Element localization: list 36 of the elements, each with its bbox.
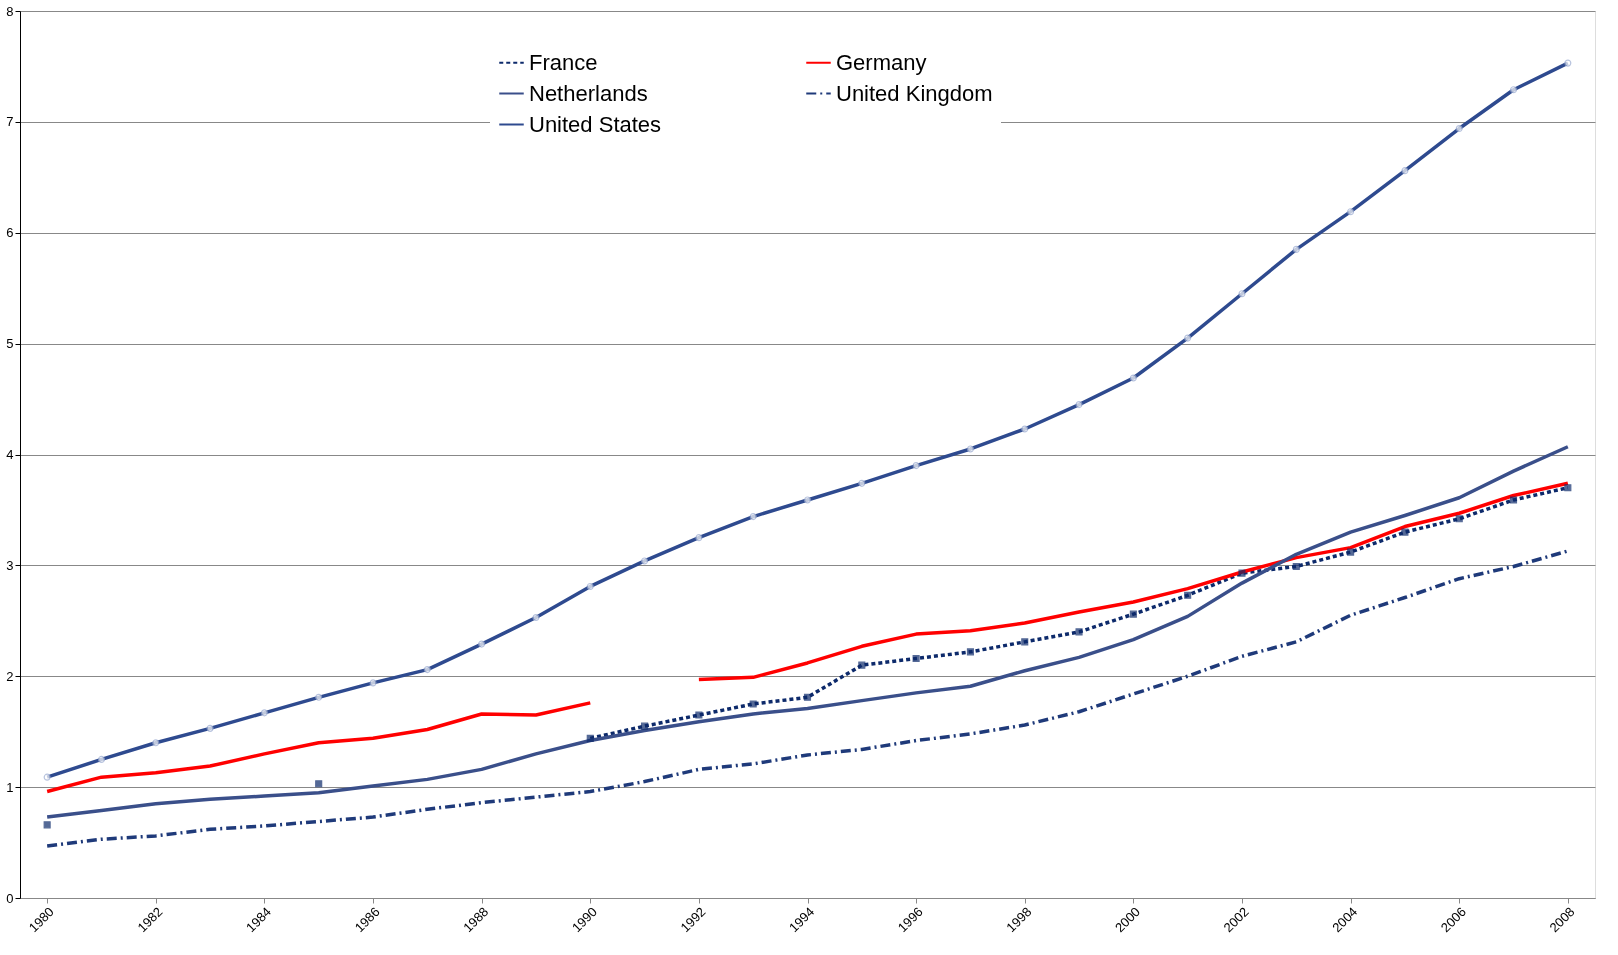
- point: [1129, 610, 1137, 618]
- legend-label: United States: [529, 111, 662, 137]
- point: [1455, 515, 1463, 523]
- legend-label: United Kingdom: [836, 80, 993, 106]
- point: [695, 711, 703, 719]
- point: [1564, 484, 1572, 492]
- legend-label: Netherlands: [529, 80, 648, 106]
- line-series: [45, 549, 1570, 848]
- point: [1021, 638, 1029, 646]
- y-tick-label: 8: [6, 3, 14, 19]
- point: [966, 648, 974, 656]
- point: [858, 661, 866, 669]
- y-tick-label: 1: [6, 779, 14, 795]
- point: [912, 654, 920, 663]
- point: [749, 700, 757, 708]
- y-tick-label: 6: [6, 225, 14, 241]
- y-tick-label: 0: [6, 890, 14, 906]
- point: [1347, 548, 1355, 556]
- point: [1401, 528, 1409, 536]
- point: [1075, 628, 1083, 636]
- y-tick-label: 7: [6, 114, 14, 130]
- legend-label: Germany: [836, 49, 927, 75]
- legend-label: France: [529, 49, 598, 75]
- point: [641, 722, 649, 730]
- point: [803, 693, 812, 701]
- point: [1509, 496, 1518, 504]
- y-tick-label: 2: [6, 668, 14, 684]
- y-tick-label: 4: [6, 447, 14, 462]
- point: [1238, 569, 1246, 577]
- y-tick-label: 3: [6, 557, 14, 573]
- point: [315, 780, 323, 788]
- point: [43, 821, 51, 829]
- point: [1292, 562, 1300, 571]
- y-tick-label: 5: [6, 336, 14, 352]
- point: [586, 734, 594, 742]
- point: [1184, 591, 1192, 599]
